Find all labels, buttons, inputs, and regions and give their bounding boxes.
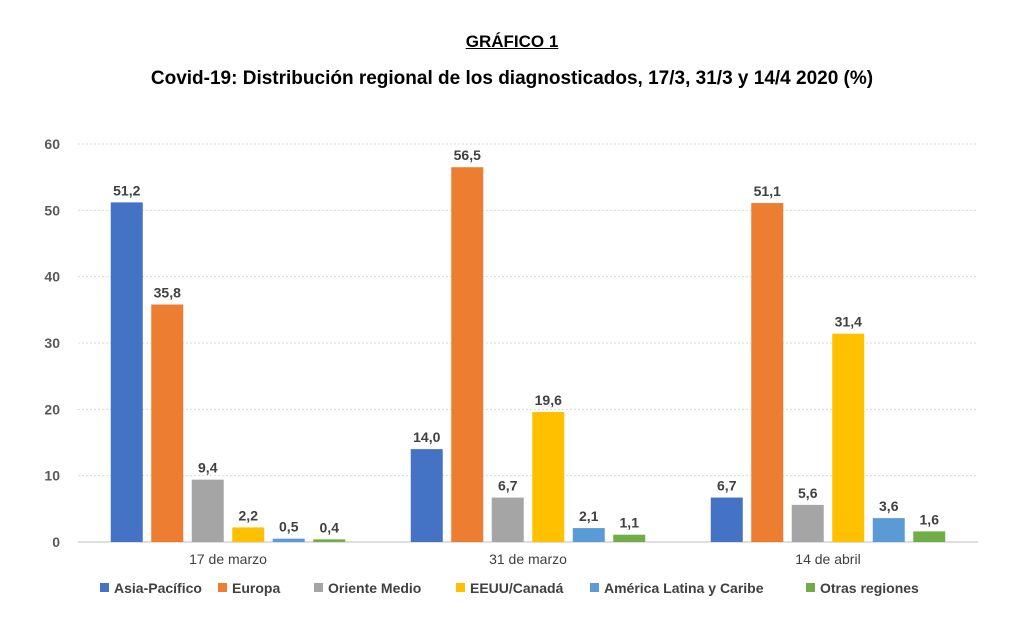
data-label: 6,7 bbox=[717, 478, 737, 494]
bar bbox=[751, 203, 784, 542]
chart-subtitle: Covid-19: Distribución regional de los d… bbox=[150, 68, 874, 89]
data-label: 19,6 bbox=[535, 392, 562, 408]
legend-label: EEUU/Canadá bbox=[470, 580, 564, 596]
y-tick-label: 50 bbox=[44, 202, 60, 218]
data-label: 56,5 bbox=[454, 147, 481, 163]
data-label: 14,0 bbox=[413, 429, 440, 445]
y-tick-label: 0 bbox=[52, 534, 60, 550]
bar bbox=[791, 504, 824, 542]
bar bbox=[110, 202, 143, 542]
legend-swatch bbox=[100, 583, 109, 592]
bar bbox=[532, 411, 565, 542]
data-label: 2,1 bbox=[579, 508, 599, 524]
data-label: 2,2 bbox=[239, 507, 259, 523]
legend-swatch bbox=[314, 583, 323, 592]
bar bbox=[572, 528, 605, 542]
data-label: 51,2 bbox=[113, 182, 140, 198]
data-label: 35,8 bbox=[154, 285, 181, 301]
data-label: 0,4 bbox=[320, 519, 340, 535]
legend-label: Europa bbox=[232, 580, 280, 596]
bar bbox=[710, 497, 743, 542]
bar bbox=[832, 333, 865, 542]
y-tick-label: 60 bbox=[44, 136, 60, 152]
data-label: 6,7 bbox=[498, 478, 518, 494]
chart-title: GRÁFICO 1 bbox=[465, 32, 559, 51]
bar bbox=[613, 534, 646, 542]
bar bbox=[872, 518, 905, 542]
bar bbox=[191, 479, 224, 542]
data-label: 5,6 bbox=[798, 485, 818, 501]
bar bbox=[451, 167, 484, 542]
data-label: 3,6 bbox=[879, 498, 899, 514]
legend-label: Asia-Pacífico bbox=[114, 580, 202, 596]
data-label: 51,1 bbox=[754, 183, 781, 199]
bar bbox=[272, 538, 305, 542]
bar bbox=[232, 527, 265, 542]
data-label: 0,5 bbox=[279, 519, 299, 535]
legend-label: Oriente Medio bbox=[328, 580, 421, 596]
data-label: 1,1 bbox=[620, 515, 640, 531]
y-tick-label: 10 bbox=[44, 468, 60, 484]
data-label: 1,6 bbox=[920, 511, 940, 527]
x-tick-label: 31 de marzo bbox=[489, 551, 567, 567]
legend-swatch bbox=[806, 583, 815, 592]
x-tick-label: 17 de marzo bbox=[189, 551, 267, 567]
data-label: 31,4 bbox=[835, 314, 862, 330]
legend-label: Otras regiones bbox=[820, 580, 919, 596]
legend-swatch bbox=[456, 583, 465, 592]
legend-label: América Latina y Caribe bbox=[604, 580, 764, 596]
bar bbox=[410, 449, 443, 542]
y-tick-label: 40 bbox=[44, 269, 60, 285]
y-tick-label: 30 bbox=[44, 335, 60, 351]
bar bbox=[151, 304, 184, 542]
bar bbox=[913, 531, 946, 542]
x-tick-label: 14 de abril bbox=[795, 551, 860, 567]
bar bbox=[491, 497, 524, 542]
data-label: 9,4 bbox=[198, 460, 218, 476]
legend-swatch bbox=[590, 583, 599, 592]
legend-swatch bbox=[218, 583, 227, 592]
y-tick-label: 20 bbox=[44, 401, 60, 417]
bar bbox=[313, 539, 346, 542]
